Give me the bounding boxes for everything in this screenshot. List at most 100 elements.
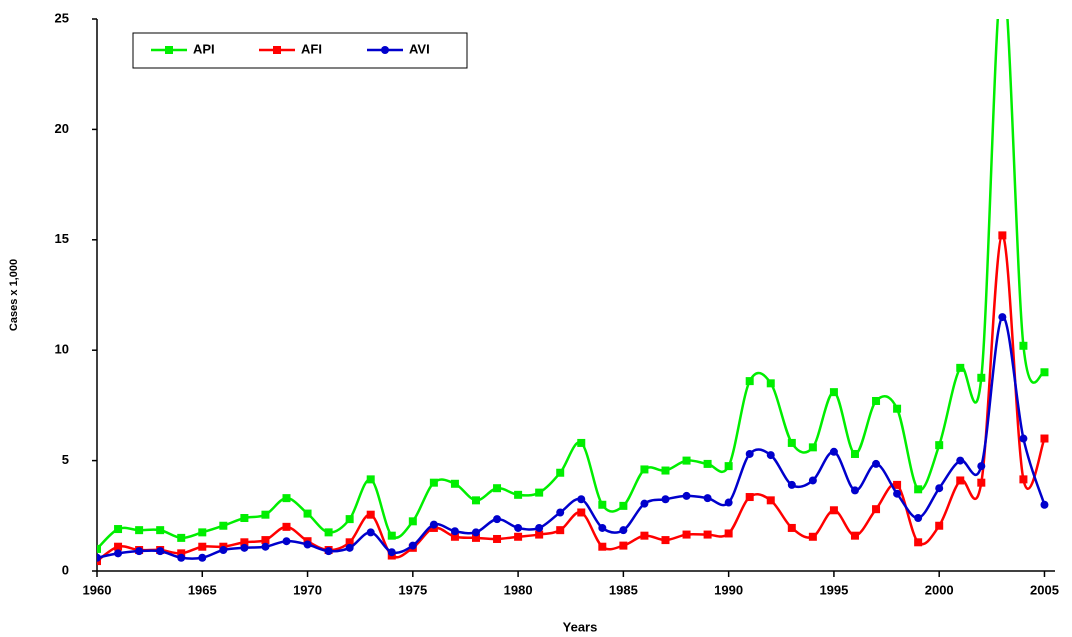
point [577,438,586,447]
point [493,515,502,524]
point [766,496,775,505]
x-tick-label: 1995 [819,582,848,597]
point [324,528,333,537]
point [724,462,733,471]
y-tick-label: 15 [55,231,69,246]
point [661,536,670,545]
point [640,465,649,474]
point [345,543,354,552]
point [261,542,270,551]
point [619,541,628,550]
point [745,449,754,458]
point [703,494,712,503]
point [198,542,207,551]
point [177,549,186,558]
x-tick-label: 1965 [188,582,217,597]
point [261,536,270,545]
legend-label: API [193,41,215,56]
point [1019,434,1028,443]
point [977,478,986,487]
point [535,523,544,532]
legend-marker [165,46,173,54]
point [198,553,207,562]
point [429,478,438,487]
point [914,514,923,523]
point [366,528,375,537]
point [1019,475,1028,484]
point [556,468,565,477]
point [808,532,817,541]
point [808,476,817,485]
x-tick-label: 2005 [1030,582,1059,597]
legend-label: AFI [301,41,322,56]
point [598,500,607,509]
y-tick-label: 20 [55,121,69,136]
point [387,548,396,557]
x-axis-label: Years [563,619,598,634]
point [745,377,754,386]
point [114,525,123,534]
point [219,521,228,530]
point [998,313,1007,322]
y-tick-label: 10 [55,342,69,357]
y-tick-label: 0 [62,562,69,577]
point [935,441,944,450]
point [872,459,881,468]
point [682,530,691,539]
point [766,451,775,460]
point [893,489,902,498]
point [493,484,502,493]
point [261,510,270,519]
point [219,546,228,555]
x-tick-label: 1960 [83,582,112,597]
point [808,443,817,452]
point [535,488,544,497]
x-tick-label: 1985 [609,582,638,597]
legend-marker [273,46,281,54]
point [156,526,165,535]
x-tick-label: 1970 [293,582,322,597]
point [535,530,544,539]
point [408,541,417,550]
series-line [97,234,1046,563]
point [977,373,986,382]
point [893,404,902,413]
point [998,231,1007,240]
point [787,480,796,489]
point [156,547,165,556]
point [408,517,417,526]
legend-label: AVI [409,41,430,56]
point [577,508,586,517]
point [661,466,670,475]
point [682,491,691,500]
point [1019,341,1028,350]
point [135,526,144,535]
point [872,505,881,514]
x-tick-label: 2000 [925,582,954,597]
point [956,456,965,465]
point [850,531,859,540]
point [556,508,565,517]
point [177,553,186,562]
point [619,526,628,535]
point [324,547,333,556]
point [97,553,101,562]
point [850,449,859,458]
y-axis-label: Cases x 1,000 [8,259,20,331]
point [598,542,607,551]
point [766,379,775,388]
point [450,532,459,541]
point [914,538,923,547]
point [471,533,480,542]
point [240,538,249,547]
point [724,529,733,538]
point [787,438,796,447]
point [345,515,354,524]
point [97,544,101,553]
point [893,480,902,489]
point [471,496,480,505]
point [829,447,838,456]
point [682,456,691,465]
point [429,520,438,529]
